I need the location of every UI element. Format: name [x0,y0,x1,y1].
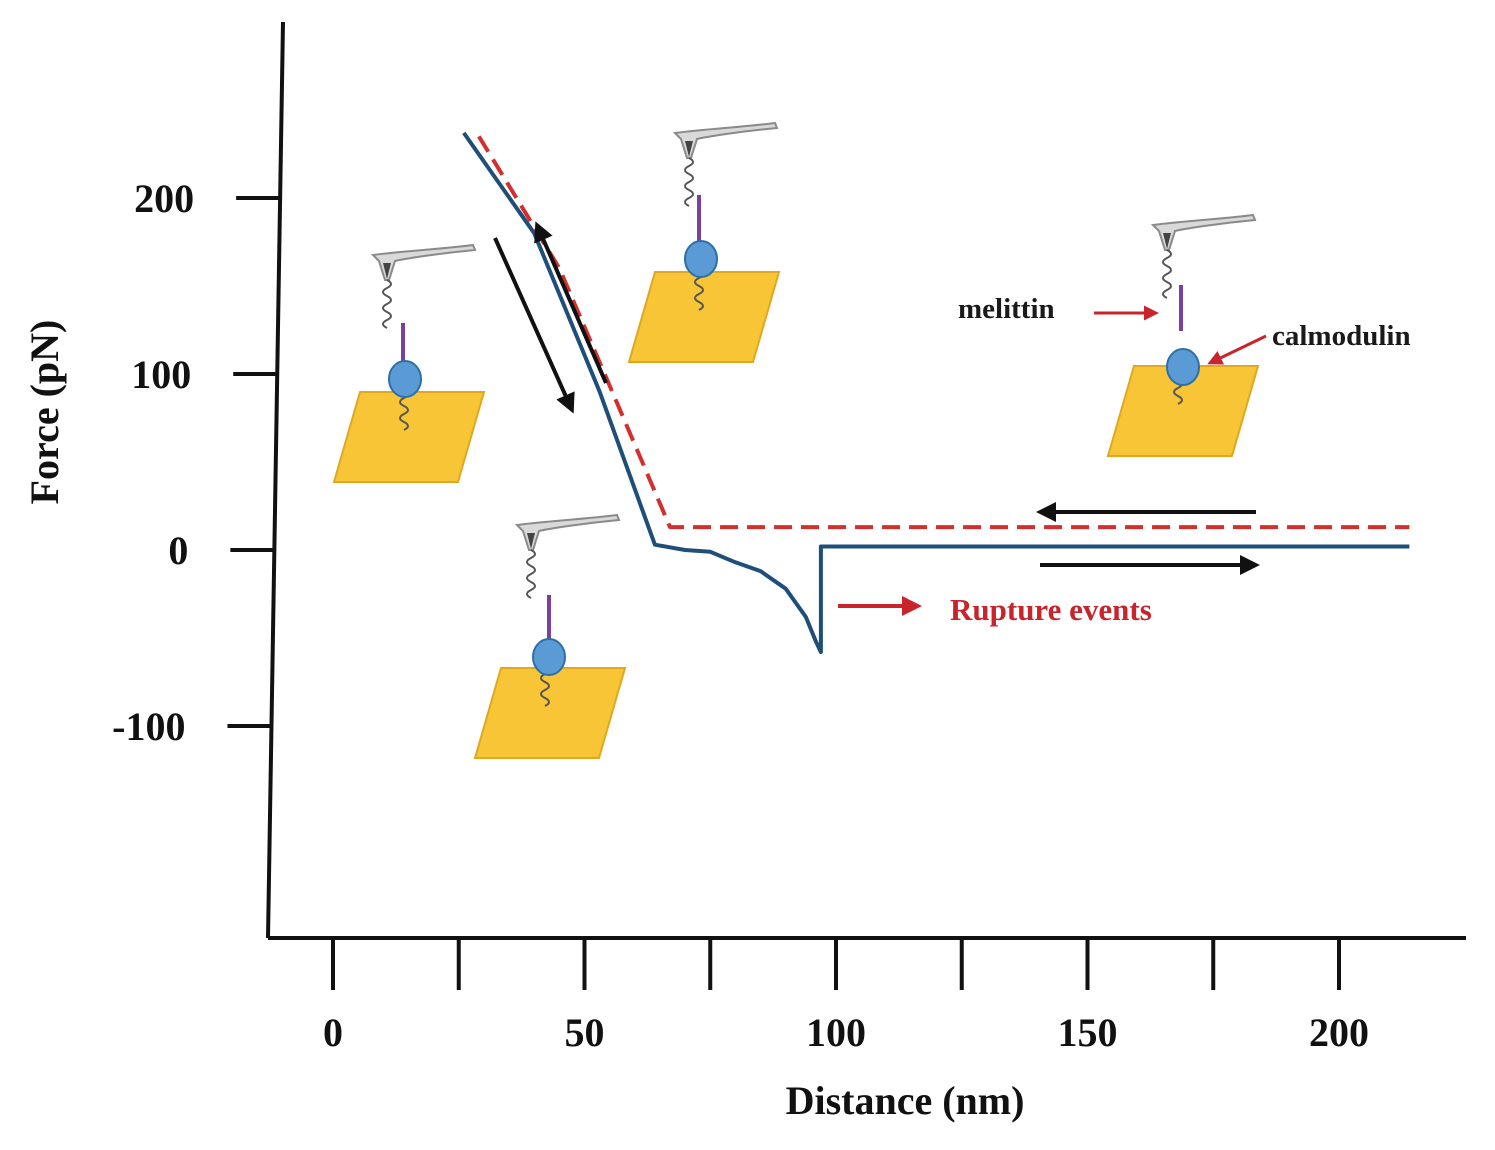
ticks-layer: 0 50 100 150 200 200 100 0 -100 [112,176,1369,1055]
schematic-stretch-illustration [474,514,626,759]
x-tick-label-0: 0 [323,1010,343,1055]
y-tick-label--100: -100 [112,704,185,749]
schematic-contact-illustration [628,122,780,363]
schematic-approach-illustration [333,244,485,483]
calmodulin-pointer-arrow [1207,334,1267,365]
x-tick-label-100: 100 [806,1010,866,1055]
approach-curve-solid [462,131,1410,655]
y-tick-label-100: 100 [131,352,191,397]
x-tick-label-150: 150 [1058,1010,1118,1055]
retract-curve-dashed [477,135,1410,530]
schematic-ruptured-illustration [1107,214,1259,457]
y-axis-title: Force (pN) [22,320,67,505]
rupture-events-label: Rupture events [950,592,1152,627]
calmodulin-label: calmodulin [1272,320,1411,352]
approach-direction-arrow [493,237,575,414]
x-axis-title: Distance (nm) [786,1078,1025,1123]
y-tick-label-200: 200 [134,176,194,221]
x-tick-label-50: 50 [565,1010,605,1055]
x-tick-label-200: 200 [1309,1010,1369,1055]
series-layer [462,131,1410,655]
retract-direction-arrow [534,221,608,384]
y-tick-label-0: 0 [168,528,188,573]
melittin-label: melittin [958,293,1055,325]
y-axis [266,21,285,939]
